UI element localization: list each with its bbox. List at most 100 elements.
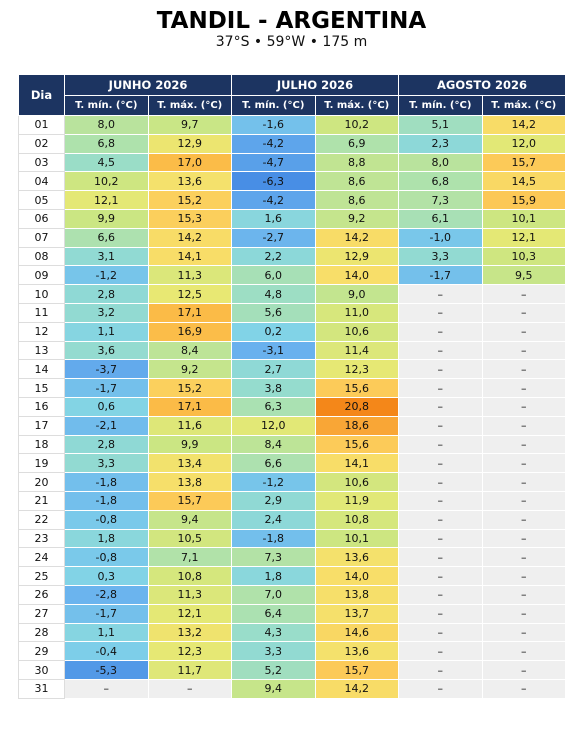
temperature-cell: 3,3 xyxy=(64,453,149,474)
temperature-cell: – xyxy=(481,547,566,568)
temperature-cell: -1,7 xyxy=(398,265,483,286)
temperature-cell: – xyxy=(481,453,566,474)
temperature-table: Dia JUNHO 2026 JULHO 2026 AGOSTO 2026 T. mí… xyxy=(18,74,566,699)
temperature-cell: -2,7 xyxy=(231,227,316,248)
temperature-cell: 18,6 xyxy=(314,415,399,436)
day-cell: 23 xyxy=(18,528,65,549)
temperature-cell: -3,7 xyxy=(64,359,149,380)
temperature-cell: 8,4 xyxy=(231,434,316,455)
day-cell: 10 xyxy=(18,284,65,304)
temperature-cell: 7,3 xyxy=(231,547,316,568)
table-row: 11 3,2 17,1 5,6 11,0– – xyxy=(18,302,566,323)
temperature-cell: 13,2 xyxy=(147,622,232,643)
temperature-cell: 10,1 xyxy=(481,208,566,229)
table-row: 24 -0,8 7,1 7,3 13,6– – xyxy=(18,547,566,568)
temperature-cell: 9,9 xyxy=(64,208,149,229)
table-row: 23 1,8 10,5 -1,8 10,1– – xyxy=(18,528,566,549)
temperature-cell: – xyxy=(481,490,566,511)
temperature-cell: 12,0 xyxy=(231,415,316,436)
temperature-cell: – xyxy=(481,472,566,492)
temperature-cell: 13,6 xyxy=(314,547,399,568)
temperature-cell: – xyxy=(481,584,566,605)
temperature-cell: 20,8 xyxy=(314,396,399,417)
temperature-cell: 6,3 xyxy=(231,396,316,417)
temperature-cell: – xyxy=(398,359,483,380)
temperature-cell: 12,9 xyxy=(147,133,232,154)
day-cell: 15 xyxy=(18,378,65,398)
table-row: 16 0,6 17,1 6,3 20,8– – xyxy=(18,396,566,417)
temperature-cell: 4,8 xyxy=(231,284,316,304)
temperature-cell: 14,0 xyxy=(314,265,399,286)
table-row: 18 2,8 9,9 8,4 15,6– – xyxy=(18,434,566,455)
table-row: 22 -0,8 9,4 2,4 10,8– – xyxy=(18,509,566,530)
temperature-cell: – xyxy=(398,547,483,568)
temperature-cell: 14,1 xyxy=(314,453,399,474)
temperature-cell: 3,8 xyxy=(231,378,316,398)
temperature-cell: -3,1 xyxy=(231,340,316,361)
temperature-cell: – xyxy=(481,302,566,323)
table-row: 20 -1,8 13,8 -1,2 10,6– – xyxy=(18,472,566,492)
temperature-cell: – xyxy=(398,453,483,474)
temperature-cell: – xyxy=(481,396,566,417)
temperature-cell: – xyxy=(481,434,566,455)
temperature-cell: 0,6 xyxy=(64,396,149,417)
table-row: 06 9,9 15,3 1,6 9,2 6,1 10,1 xyxy=(18,208,566,229)
temperature-cell: 13,7 xyxy=(314,603,399,624)
temperature-cell: – xyxy=(481,603,566,624)
temperature-cell: 5,1 xyxy=(398,115,483,135)
temperature-cell: 15,7 xyxy=(314,660,399,680)
temperature-cell: -0,8 xyxy=(64,547,149,568)
day-cell: 29 xyxy=(18,641,65,662)
column-header: T. máx. (°C) xyxy=(314,95,399,116)
temperature-cell: -1,7 xyxy=(64,603,149,624)
temperature-cell: 11,0 xyxy=(314,302,399,323)
day-cell: 09 xyxy=(18,265,65,286)
temperature-cell: 6,8 xyxy=(64,133,149,154)
temperature-cell: 6,1 xyxy=(398,208,483,229)
column-header: T. mín. (°C) xyxy=(398,95,483,116)
temperature-cell: 2,7 xyxy=(231,359,316,380)
table-row: 31– –9,4 14,2– – xyxy=(18,678,566,699)
corner-header: Dia xyxy=(18,74,65,116)
temperature-cell: 7,3 xyxy=(398,190,483,210)
temperature-cell: – xyxy=(147,678,232,699)
temperature-cell: 3,3 xyxy=(231,641,316,662)
temperature-cell: 14,1 xyxy=(147,246,232,267)
table-row: 03 4,5 17,0 -4,7 8,8 8,0 15,7 xyxy=(18,152,566,173)
temperature-cell: 2,9 xyxy=(231,490,316,511)
table-row: 17 -2,1 11,6 12,0 18,6– – xyxy=(18,415,566,436)
temperature-cell: 15,9 xyxy=(481,190,566,210)
temperature-cell: 9,2 xyxy=(314,208,399,229)
table-row: 05 12,1 15,2 -4,2 8,6 7,3 15,9 xyxy=(18,190,566,210)
day-cell: 22 xyxy=(18,509,65,530)
temperature-cell: 3,3 xyxy=(398,246,483,267)
temperature-cell: – xyxy=(481,359,566,380)
temperature-cell: – xyxy=(398,340,483,361)
table-row: 26 -2,8 11,3 7,0 13,8– – xyxy=(18,584,566,605)
column-header: T. mín. (°C) xyxy=(231,95,316,116)
temperature-cell: -1,8 xyxy=(64,490,149,511)
temperature-cell: 12,1 xyxy=(64,190,149,210)
temperature-cell: – xyxy=(64,678,149,699)
temperature-cell: 3,2 xyxy=(64,302,149,323)
table-row: 02 6,8 12,9 -4,2 6,9 2,3 12,0 xyxy=(18,133,566,154)
temperature-cell: 9,4 xyxy=(231,678,316,699)
temperature-cell: -1,8 xyxy=(64,472,149,492)
table-row: 09 -1,2 11,3 6,0 14,0 -1,7 9,5 xyxy=(18,265,566,286)
table-row: 30 -5,3 11,7 5,2 15,7– – xyxy=(18,660,566,680)
temperature-cell: – xyxy=(398,678,483,699)
temperature-cell: -6,3 xyxy=(231,171,316,192)
temperature-cell: – xyxy=(398,378,483,398)
temperature-cell: 10,6 xyxy=(314,472,399,492)
temperature-cell: 8,8 xyxy=(314,152,399,173)
temperature-cell: 11,9 xyxy=(314,490,399,511)
temperature-cell: – xyxy=(398,622,483,643)
day-cell: 01 xyxy=(18,115,65,135)
table-row: 15 -1,7 15,2 3,8 15,6– – xyxy=(18,378,566,398)
day-cell: 05 xyxy=(18,190,65,210)
temperature-cell: 9,9 xyxy=(147,434,232,455)
temperature-cell: 6,9 xyxy=(314,133,399,154)
temperature-cell: 6,8 xyxy=(398,171,483,192)
temperature-cell: – xyxy=(398,566,483,586)
temperature-cell: 3,1 xyxy=(64,246,149,267)
